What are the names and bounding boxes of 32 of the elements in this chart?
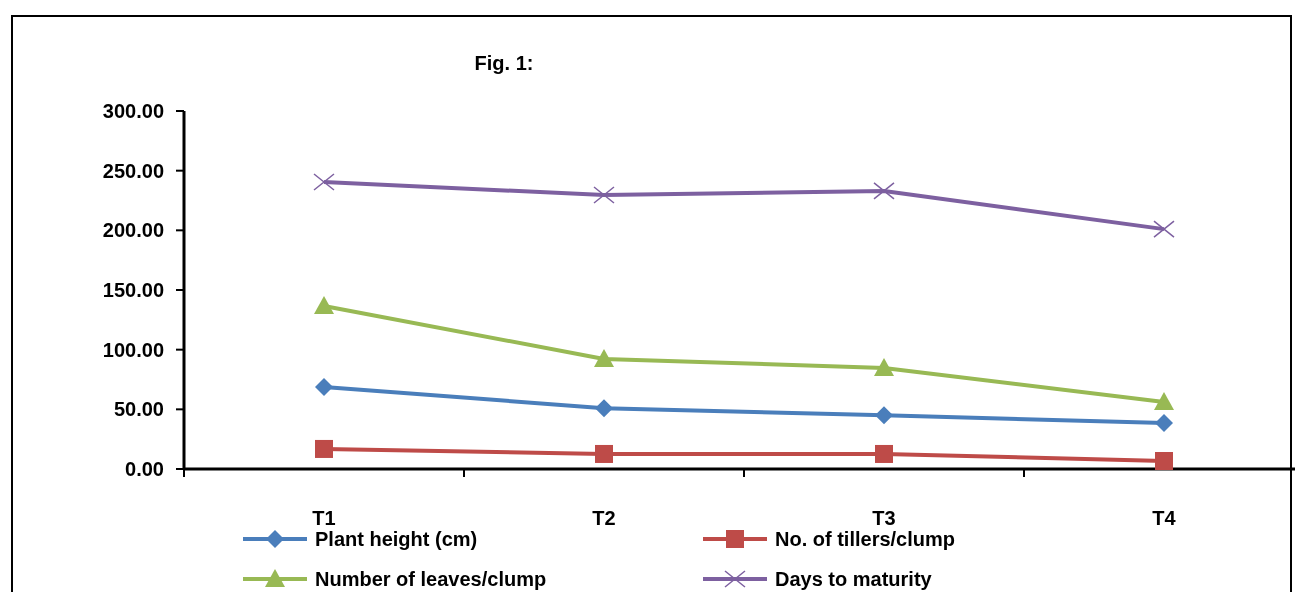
- point: [1155, 413, 1173, 432]
- point: [313, 173, 335, 191]
- x-tick-label: T4: [1152, 507, 1177, 529]
- point: [1155, 452, 1173, 471]
- point: [1153, 220, 1175, 238]
- y-tick-label: 300.00: [102, 100, 164, 122]
- y-tick-label: 150.00: [102, 279, 164, 301]
- point: [1154, 391, 1174, 410]
- point: [314, 295, 334, 314]
- legend-label: Days to maturity: [775, 568, 933, 590]
- point: [593, 186, 615, 204]
- x-tick-label: T3: [872, 507, 896, 529]
- point: [875, 406, 893, 425]
- y-tick-label: 0.00: [125, 458, 164, 480]
- legend-label: Plant height (cm): [315, 528, 478, 550]
- point: [874, 357, 894, 376]
- legend-label: No. of tillers/clump: [775, 528, 956, 550]
- legend-label: Number of leaves/clump: [315, 568, 547, 590]
- point: [594, 348, 614, 367]
- point: [875, 444, 893, 463]
- x-tick-label: T2: [592, 507, 616, 529]
- point: [315, 439, 333, 458]
- y-tick-label: 250.00: [102, 159, 164, 182]
- y-tick-label: 200.00: [102, 219, 164, 242]
- point: [873, 182, 895, 200]
- chart-title: Fig. 1:: [474, 52, 534, 74]
- y-tick-label: 50.00: [113, 398, 164, 421]
- x-tick-label: T1: [312, 507, 336, 529]
- y-tick-label: 100.00: [102, 338, 164, 361]
- point: [595, 444, 613, 463]
- point: [595, 399, 613, 418]
- point: [315, 378, 333, 397]
